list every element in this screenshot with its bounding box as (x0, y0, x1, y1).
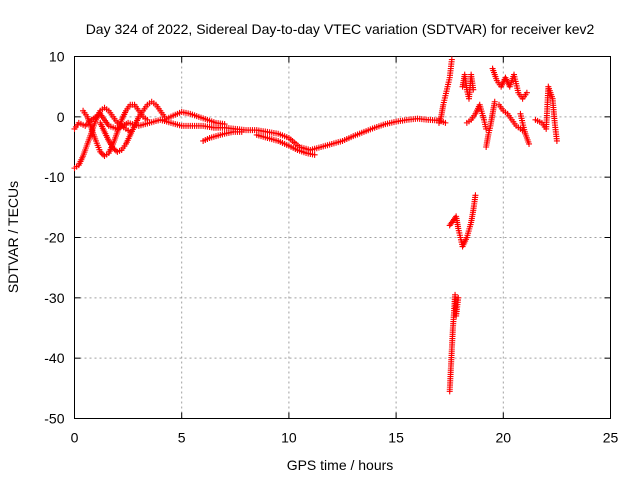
series-hump (161, 109, 228, 128)
series-arc-18-19h (463, 101, 490, 132)
y-tick-label: -20 (44, 230, 64, 246)
series-deep-drop-17.5h (446, 291, 462, 395)
y-tick-label: -30 (44, 290, 64, 306)
series-main-band (71, 110, 449, 154)
y-tick-label: 10 (49, 49, 65, 65)
data-point (97, 148, 104, 155)
y-axis-label: SDTVAR / TECUs (5, 181, 21, 293)
series-branch-9-11h (253, 131, 318, 158)
data-point (526, 140, 533, 147)
data-point (483, 125, 490, 132)
tick-layer: 0 5 10 15 20 25 10 0 -10 -20 -30 -40 -50 (44, 49, 618, 446)
data-point (238, 128, 245, 135)
y-tick-label: -50 (44, 411, 64, 427)
series-drop-19h (483, 98, 498, 150)
data-point (472, 192, 479, 199)
x-tick-label: 5 (178, 430, 186, 446)
grid-layer (74, 56, 611, 419)
data-layer (71, 56, 560, 395)
series-cluster-22h (532, 83, 560, 144)
data-point (311, 151, 318, 158)
y-tick-label: -10 (44, 169, 64, 185)
data-point (442, 119, 449, 126)
data-point (98, 150, 105, 157)
x-tick-label: 0 (71, 430, 79, 446)
chart-title: Day 324 of 2022, Sidereal Day-to-day VTE… (86, 21, 595, 37)
data-point (553, 137, 560, 144)
x-tick-label: 25 (603, 430, 619, 446)
series-branch-21h (517, 110, 533, 147)
series-cluster-20-21h (489, 65, 530, 102)
series-spike-18h (459, 71, 477, 102)
data-point (448, 56, 455, 63)
data-point (144, 116, 151, 123)
data-point (491, 98, 498, 105)
series-arc-3 (97, 98, 168, 155)
data-point (455, 294, 462, 301)
y-tick-label: -40 (44, 350, 64, 366)
series-branch-6h (200, 128, 245, 144)
x-tick-label: 10 (281, 430, 297, 446)
data-point (523, 89, 530, 96)
x-axis-label: GPS time / hours (287, 457, 394, 473)
x-tick-label: 15 (388, 430, 404, 446)
data-point (470, 86, 477, 93)
data-point (221, 121, 228, 128)
series-drop-low-17.5h (446, 192, 479, 250)
y-tick-label: 0 (57, 109, 65, 125)
x-tick-label: 20 (496, 430, 512, 446)
series-rise-17h (435, 56, 455, 126)
